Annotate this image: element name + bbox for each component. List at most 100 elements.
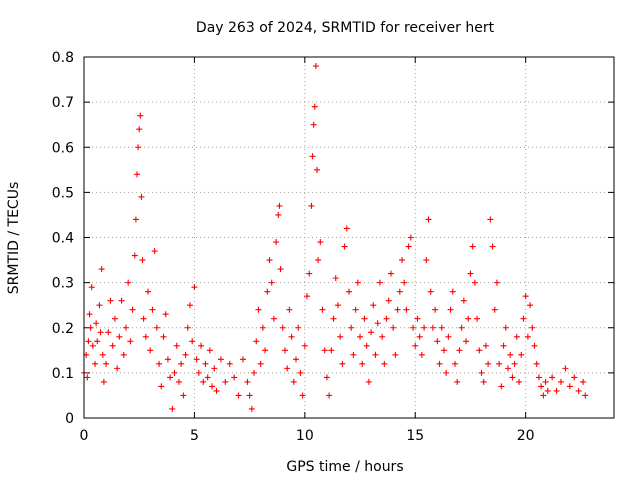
data-point <box>538 383 545 390</box>
data-point <box>231 374 238 381</box>
data-point <box>436 360 443 367</box>
data-point <box>412 342 419 349</box>
data-point <box>160 333 167 340</box>
y-tick-label: 0.6 <box>52 140 74 156</box>
data-point <box>175 378 182 385</box>
y-tick-label: 0.7 <box>52 95 74 111</box>
data-point <box>496 360 503 367</box>
data-point <box>145 288 152 295</box>
data-point <box>213 387 220 394</box>
data-point <box>357 333 364 340</box>
data-point <box>372 351 379 358</box>
y-tick-label: 0 <box>65 411 74 427</box>
data-point <box>195 369 202 376</box>
data-point <box>522 293 529 300</box>
data-point <box>88 284 95 291</box>
data-point <box>309 153 316 160</box>
data-point <box>379 333 386 340</box>
data-point <box>142 333 149 340</box>
data-point <box>425 216 432 223</box>
data-point <box>513 333 520 340</box>
data-points <box>81 63 589 412</box>
data-point <box>535 374 542 381</box>
data-point <box>489 243 496 250</box>
data-point <box>200 378 207 385</box>
data-point <box>226 360 233 367</box>
data-point <box>383 315 390 322</box>
data-point <box>454 378 461 385</box>
data-point <box>193 356 200 363</box>
data-point <box>131 252 138 259</box>
data-point <box>118 297 125 304</box>
data-point <box>396 288 403 295</box>
data-point <box>140 315 147 322</box>
data-point <box>343 225 350 232</box>
data-point <box>288 333 295 340</box>
data-point <box>315 257 322 264</box>
data-point <box>248 405 255 412</box>
data-point <box>445 333 452 340</box>
data-point <box>151 248 158 255</box>
data-point <box>96 302 103 309</box>
data-point <box>390 324 397 331</box>
data-point <box>544 387 551 394</box>
data-point <box>136 126 143 133</box>
data-point <box>524 333 531 340</box>
data-point <box>452 360 458 367</box>
data-point <box>204 374 211 381</box>
data-point <box>421 324 428 331</box>
data-point <box>337 333 344 340</box>
data-point <box>293 356 299 363</box>
data-point <box>334 302 341 309</box>
data-point <box>516 378 523 385</box>
data-point <box>346 288 352 295</box>
data-point <box>244 378 251 385</box>
data-point <box>416 333 423 340</box>
data-point <box>191 284 198 291</box>
data-point <box>178 360 185 367</box>
data-point <box>262 347 269 354</box>
data-point <box>381 360 388 367</box>
data-point <box>198 342 205 349</box>
data-point <box>478 369 485 376</box>
data-point <box>518 351 525 358</box>
y-tick-label: 0.5 <box>52 185 74 201</box>
data-point <box>458 324 465 331</box>
x-tick-label: 15 <box>406 428 424 444</box>
data-point <box>505 365 511 372</box>
data-point <box>423 257 430 264</box>
data-point <box>456 347 463 354</box>
data-point <box>295 324 302 331</box>
data-point <box>339 360 346 367</box>
data-point <box>111 315 118 322</box>
data-point <box>434 338 441 345</box>
data-point <box>306 270 313 277</box>
data-point <box>553 387 560 394</box>
data-point <box>202 360 209 367</box>
data-point <box>246 392 253 399</box>
x-tick-label: 10 <box>296 428 314 444</box>
data-point <box>94 338 101 345</box>
data-point <box>85 338 92 345</box>
data-point <box>164 356 171 363</box>
data-point <box>139 257 146 264</box>
data-point <box>270 315 277 322</box>
data-point <box>189 338 196 345</box>
data-point <box>403 306 410 313</box>
data-point <box>182 351 189 358</box>
data-point <box>114 365 121 372</box>
data-point <box>429 324 436 331</box>
data-point <box>405 243 412 250</box>
data-point <box>109 342 116 349</box>
data-point <box>93 320 100 327</box>
data-point <box>308 202 315 209</box>
data-point <box>359 360 366 367</box>
data-point <box>317 239 324 246</box>
data-point <box>162 311 169 318</box>
data-point <box>580 378 587 385</box>
data-point <box>562 365 569 372</box>
data-point <box>99 351 106 358</box>
data-point <box>311 103 318 110</box>
data-point <box>222 378 229 385</box>
